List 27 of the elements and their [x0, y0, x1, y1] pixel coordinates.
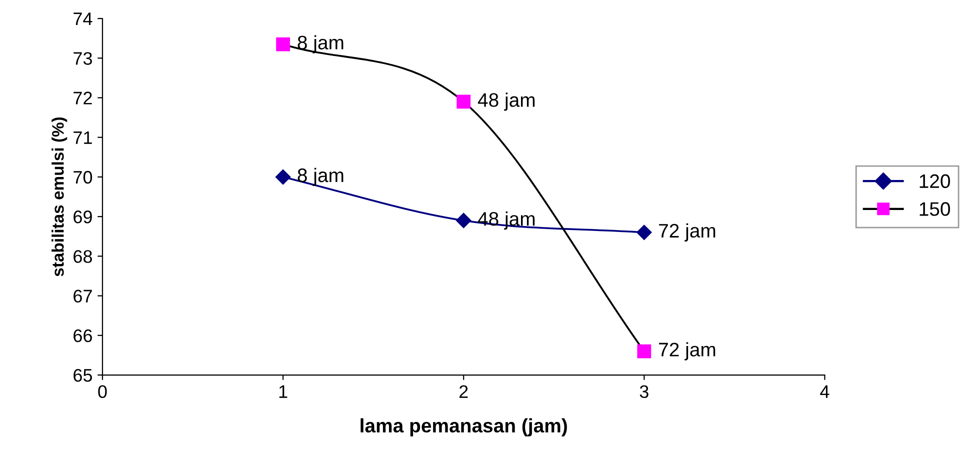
y-tick-label: 73 [74, 52, 92, 65]
y-axis-title: stabilitas emulsi (%) [52, 117, 68, 276]
y-tick-label: 72 [74, 92, 92, 104]
y-tick-label: 67 [74, 290, 92, 303]
y-tick-label: 68 [74, 250, 92, 263]
legend-label: 150 [920, 202, 950, 216]
point [456, 212, 472, 228]
x-tick-label: 1 [279, 385, 288, 398]
y-tick-label: 65 [74, 368, 92, 382]
x-tick-label: 2 [459, 385, 468, 398]
y-tick-label: 70 [74, 170, 92, 184]
y-tick-label: 66 [74, 329, 92, 342]
y-tick-label: 71 [74, 131, 92, 144]
annotation: 48 jam [478, 211, 535, 230]
point [636, 224, 652, 240]
x-tick-label: 0 [98, 385, 107, 398]
x-tick-label: 4 [820, 385, 830, 398]
y-tick-label: 69 [74, 210, 92, 224]
y-tick-label: 74 [74, 12, 92, 26]
x-tick-label: 3 [640, 385, 648, 398]
annotation: 72 jam [659, 223, 716, 242]
annotation: 8 jam [298, 168, 344, 186]
point [275, 169, 291, 185]
x-axis-title: lama pemanasan (jam) [360, 418, 567, 436]
annotation: 48 jam [478, 92, 535, 111]
legend-label: 120 [920, 174, 950, 188]
annotation: 72 jam [659, 342, 716, 360]
